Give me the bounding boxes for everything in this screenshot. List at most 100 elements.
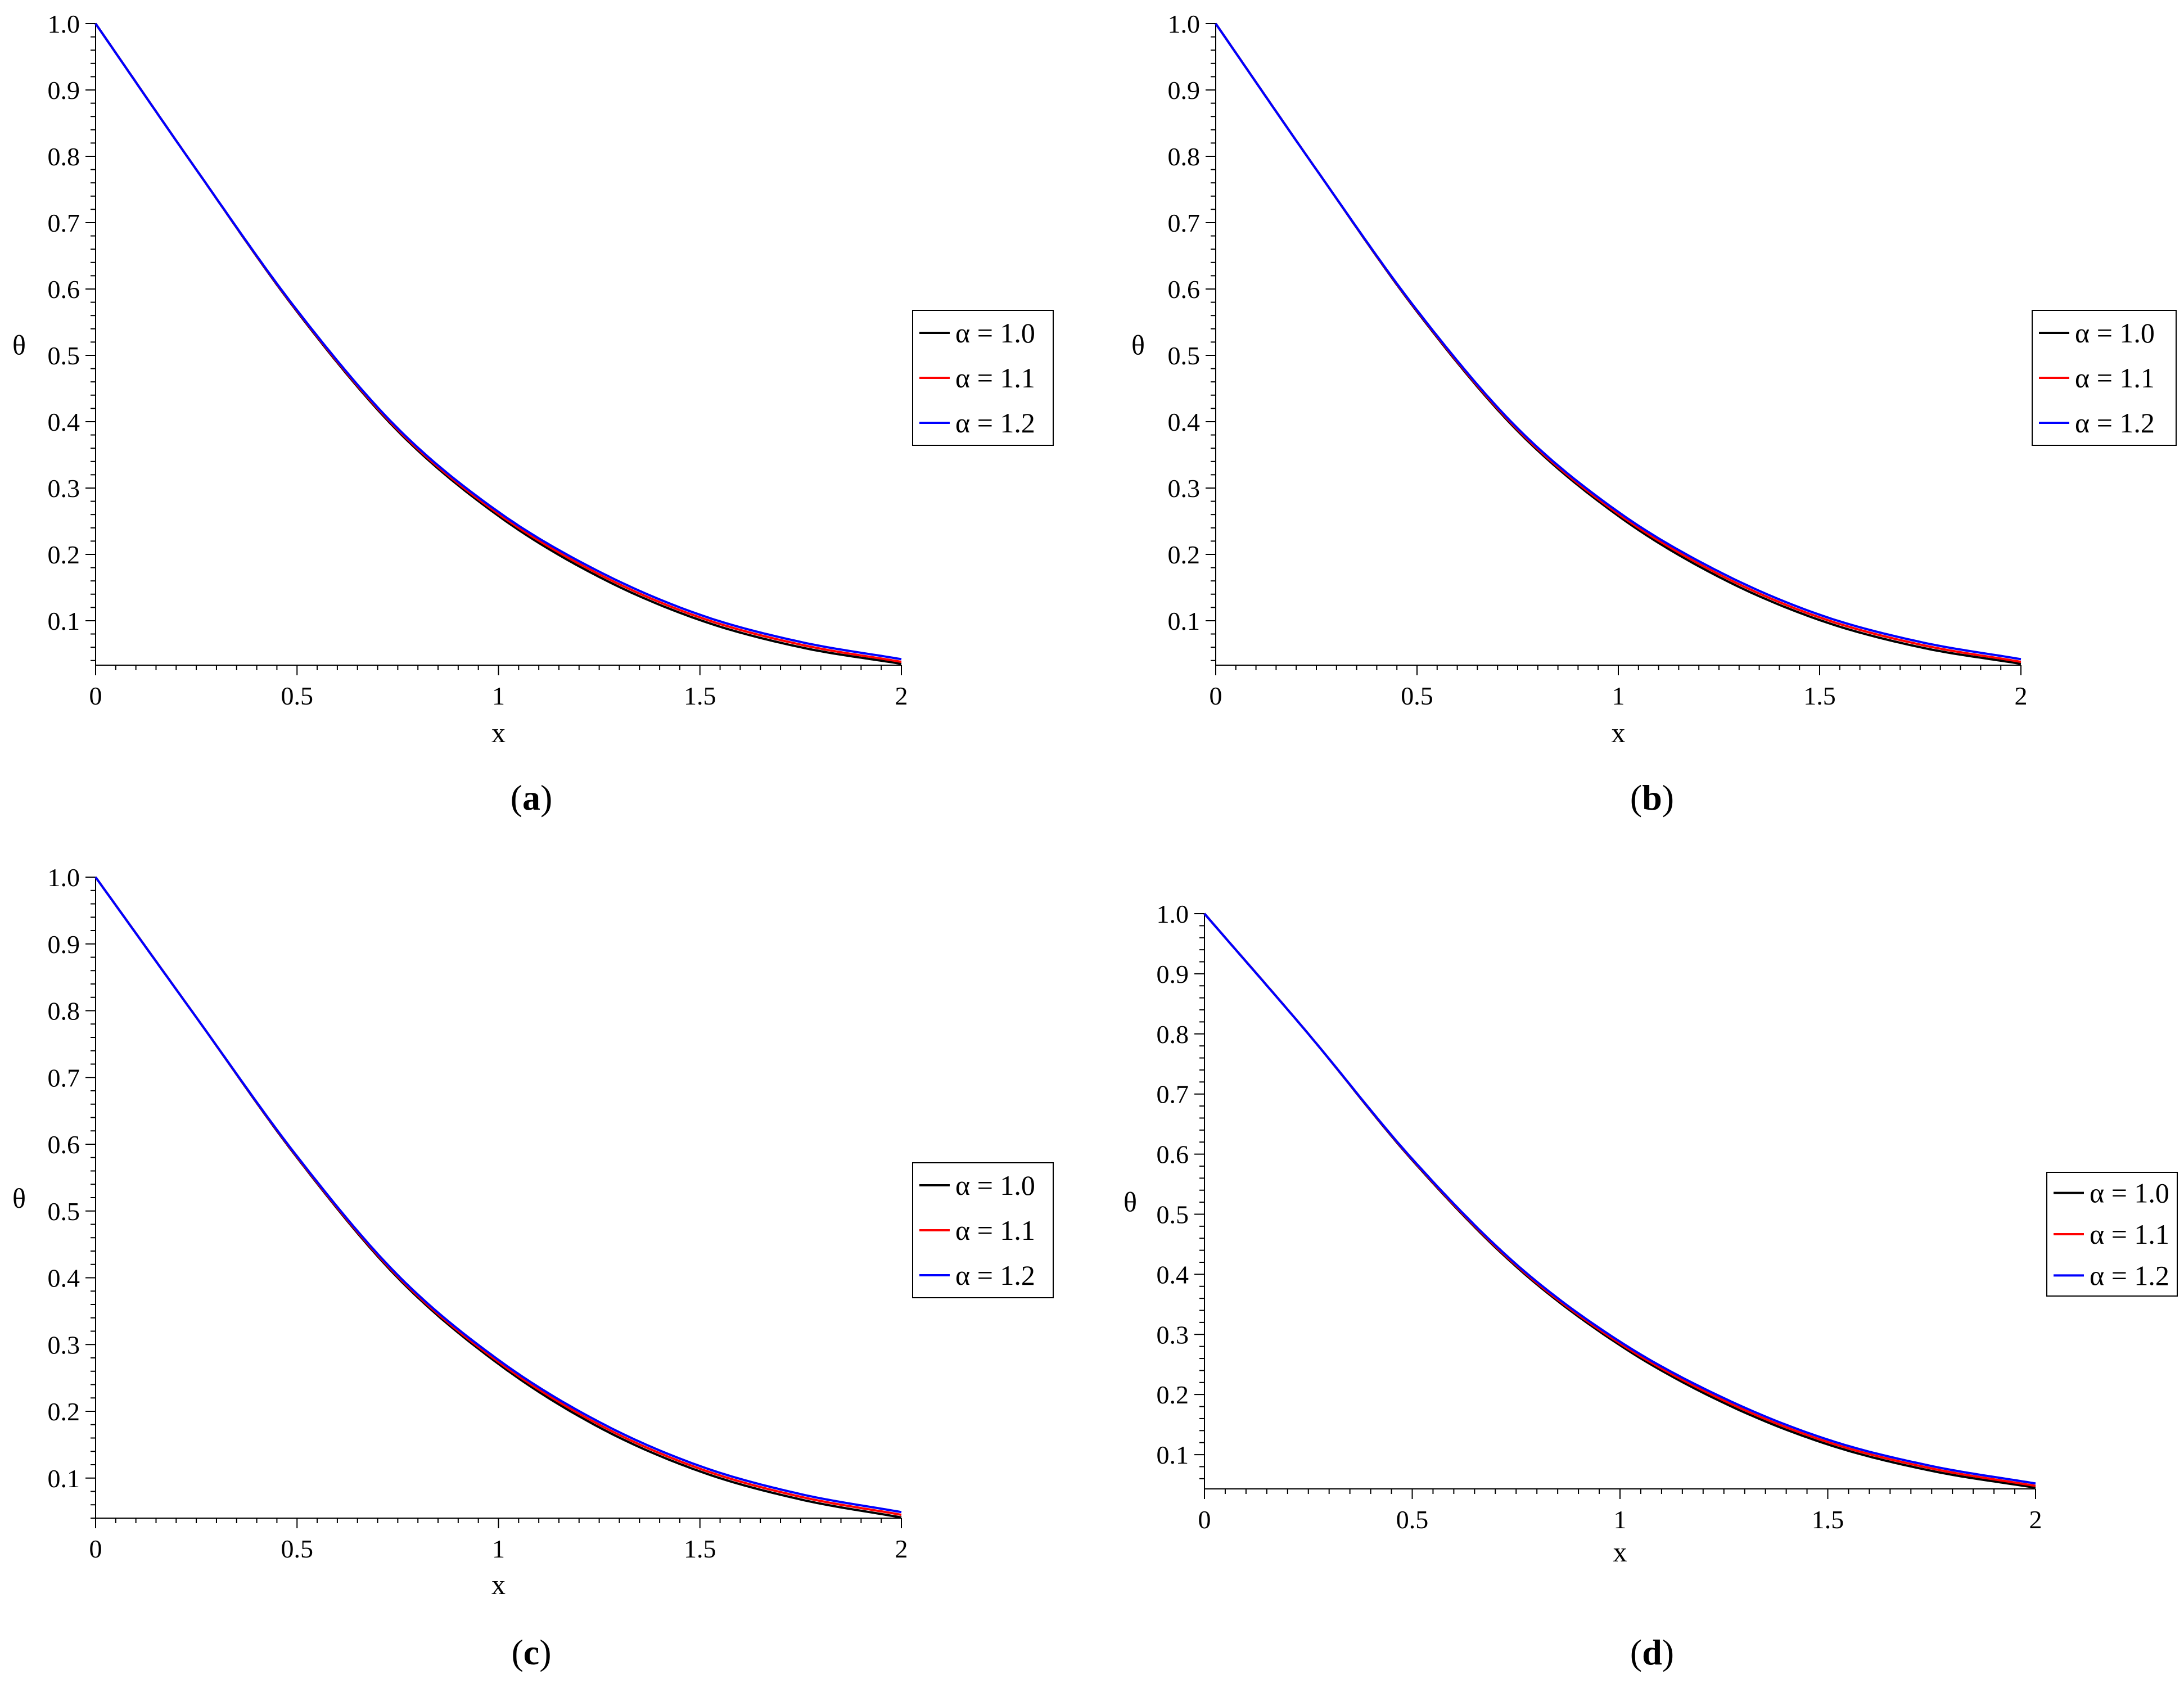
y-tick-label: 0.9 xyxy=(48,76,80,105)
panel-label-letter: a xyxy=(522,778,540,818)
y-tick-label: 0.1 xyxy=(48,607,80,635)
series-line-alpha-1 xyxy=(1203,913,2036,1489)
y-tick-label: 0.3 xyxy=(1168,474,1201,503)
x-tick-label: 1 xyxy=(492,1534,505,1563)
y-tick-label: 0.2 xyxy=(1168,540,1201,569)
panel-label: (c) xyxy=(511,1632,551,1672)
x-axis-title: x xyxy=(1613,1536,1627,1568)
y-tick-label: 1.0 xyxy=(48,10,80,38)
y-tick-label: 0.1 xyxy=(1168,607,1201,635)
panel-label: (d) xyxy=(1630,1632,1674,1672)
series-line-alpha-3 xyxy=(94,22,902,661)
series-line-alpha-1 xyxy=(94,22,902,665)
y-axis-title: θ xyxy=(1131,329,1145,361)
panel-label-paren: ) xyxy=(539,1632,551,1672)
series-line-alpha-3 xyxy=(1203,913,2036,1485)
y-tick-label: 0.7 xyxy=(1157,1080,1189,1109)
y-tick-label: 0.9 xyxy=(48,930,80,959)
series-line-alpha-3 xyxy=(94,876,902,1514)
panel-label-paren: ( xyxy=(511,1632,523,1672)
chart-panel-c: 0 0.5 1 1.5 2 0.1 0.2 0.3 0.4 0.5 0.6 0.7 0.8 0.9 1.0 x… xyxy=(12,863,1054,1672)
x-tick-label: 1 xyxy=(492,681,505,710)
legend-label: α = 1.2 xyxy=(955,1259,1035,1291)
x-tick-label: 2 xyxy=(2015,681,2028,710)
y-tick-label: 0.5 xyxy=(1168,341,1201,370)
y-tick-label: 0.3 xyxy=(48,474,80,503)
y-tick-label: 0.8 xyxy=(48,997,80,1026)
panel-label-letter: b xyxy=(1642,778,1662,818)
series-line-alpha-1 xyxy=(94,876,902,1519)
legend-label: α = 1.2 xyxy=(955,407,1035,439)
x-tick-label: 0 xyxy=(1198,1505,1211,1534)
legend-label: α = 1.0 xyxy=(955,317,1035,349)
panel-label-letter: c xyxy=(524,1632,539,1672)
x-tick-label: 2 xyxy=(2029,1505,2042,1534)
legend-label: α = 1.2 xyxy=(2090,1259,2169,1291)
y-tick-label: 0.4 xyxy=(1168,408,1201,436)
x-tick-label: 1.5 xyxy=(684,1534,716,1563)
x-tick-label: 0.5 xyxy=(1401,681,1433,710)
y-tick-label: 0.7 xyxy=(1168,209,1201,237)
x-tick-label: 1.5 xyxy=(1812,1505,1844,1534)
series-line-alpha-2 xyxy=(94,22,902,663)
x-tick-label: 1 xyxy=(1614,1505,1627,1534)
y-tick-label: 0.2 xyxy=(48,1397,80,1426)
x-tick-label: 0 xyxy=(89,1534,102,1563)
panel-label-paren: ) xyxy=(1662,778,1674,818)
series-line-alpha-2 xyxy=(1203,913,2036,1487)
series-line-alpha-1 xyxy=(1215,22,2021,665)
y-tick-label: 0.8 xyxy=(1157,1020,1189,1049)
y-tick-label: 1.0 xyxy=(1168,10,1201,38)
y-tick-label: 0.2 xyxy=(1157,1380,1189,1409)
y-tick-label: 0.4 xyxy=(48,1264,80,1293)
y-axis-title: θ xyxy=(12,329,26,361)
y-tick-label: 0.7 xyxy=(48,209,80,237)
x-tick-label: 0.5 xyxy=(1396,1505,1429,1534)
y-tick-label: 0.5 xyxy=(48,1197,80,1226)
legend-label: α = 1.0 xyxy=(2090,1177,2169,1209)
panel-label-paren: ) xyxy=(1662,1632,1674,1672)
y-tick-label: 0.6 xyxy=(48,275,80,304)
y-tick-label: 0.6 xyxy=(1168,275,1201,304)
panel-label: (b) xyxy=(1630,778,1674,818)
y-tick-label: 0.1 xyxy=(48,1464,80,1493)
y-tick-label: 0.6 xyxy=(1157,1140,1189,1169)
y-tick-label: 0.5 xyxy=(48,341,80,370)
y-tick-label: 0.8 xyxy=(48,142,80,171)
x-tick-label: 1.5 xyxy=(684,681,716,710)
y-tick-label: 0.4 xyxy=(48,408,80,436)
x-axis-title: x xyxy=(491,717,506,748)
legend-label: α = 1.0 xyxy=(2075,317,2155,349)
chart-panel-a: 0 0.5 1 1.5 2 0.1 0.2 0.3 0.4 0.5 0.6 0.7 0.8 0.9 1.0 x… xyxy=(12,10,1054,818)
x-tick-label: 0 xyxy=(89,681,102,710)
x-tick-label: 0.5 xyxy=(281,1534,314,1563)
series-line-alpha-3 xyxy=(1215,22,2021,661)
legend-label: α = 1.1 xyxy=(2090,1218,2169,1250)
legend-label: α = 1.1 xyxy=(955,362,1035,394)
y-tick-label: 1.0 xyxy=(1157,900,1189,928)
y-tick-label: 0.5 xyxy=(1157,1200,1189,1229)
x-tick-label: 0 xyxy=(1210,681,1222,710)
y-tick-label: 0.4 xyxy=(1157,1260,1189,1289)
x-tick-label: 2 xyxy=(895,681,908,710)
legend-label: α = 1.1 xyxy=(2075,362,2155,394)
y-tick-label: 0.9 xyxy=(1157,960,1189,988)
x-tick-label: 1.5 xyxy=(1803,681,1836,710)
y-tick-label: 0.1 xyxy=(1157,1441,1189,1469)
panel-label-paren: ( xyxy=(1630,1632,1642,1672)
y-axis-title: θ xyxy=(1123,1186,1137,1218)
y-tick-label: 0.3 xyxy=(48,1330,80,1359)
panel-label-paren: ( xyxy=(511,778,522,818)
legend-label: α = 1.2 xyxy=(2075,407,2155,439)
y-axis-title: θ xyxy=(12,1182,26,1214)
legend-label: α = 1.1 xyxy=(955,1215,1035,1246)
y-tick-label: 0.7 xyxy=(48,1063,80,1092)
chart-panel-d: 0 0.5 1 1.5 2 0.1 0.2 0.3 0.4 0.5 0.6 0.7 0.8 0.9 1.0 x… xyxy=(1123,900,2178,1672)
x-tick-label: 2 xyxy=(895,1534,908,1563)
y-tick-label: 1.0 xyxy=(48,863,80,892)
chart-panel-b: 0 0.5 1 1.5 2 0.1 0.2 0.3 0.4 0.5 0.6 0.7 0.8 0.9 1.0 x… xyxy=(1131,10,2177,818)
x-tick-label: 0.5 xyxy=(281,681,314,710)
panel-label-letter: d xyxy=(1642,1632,1662,1672)
panel-label: (a) xyxy=(511,778,553,818)
y-tick-label: 0.3 xyxy=(1157,1320,1189,1349)
